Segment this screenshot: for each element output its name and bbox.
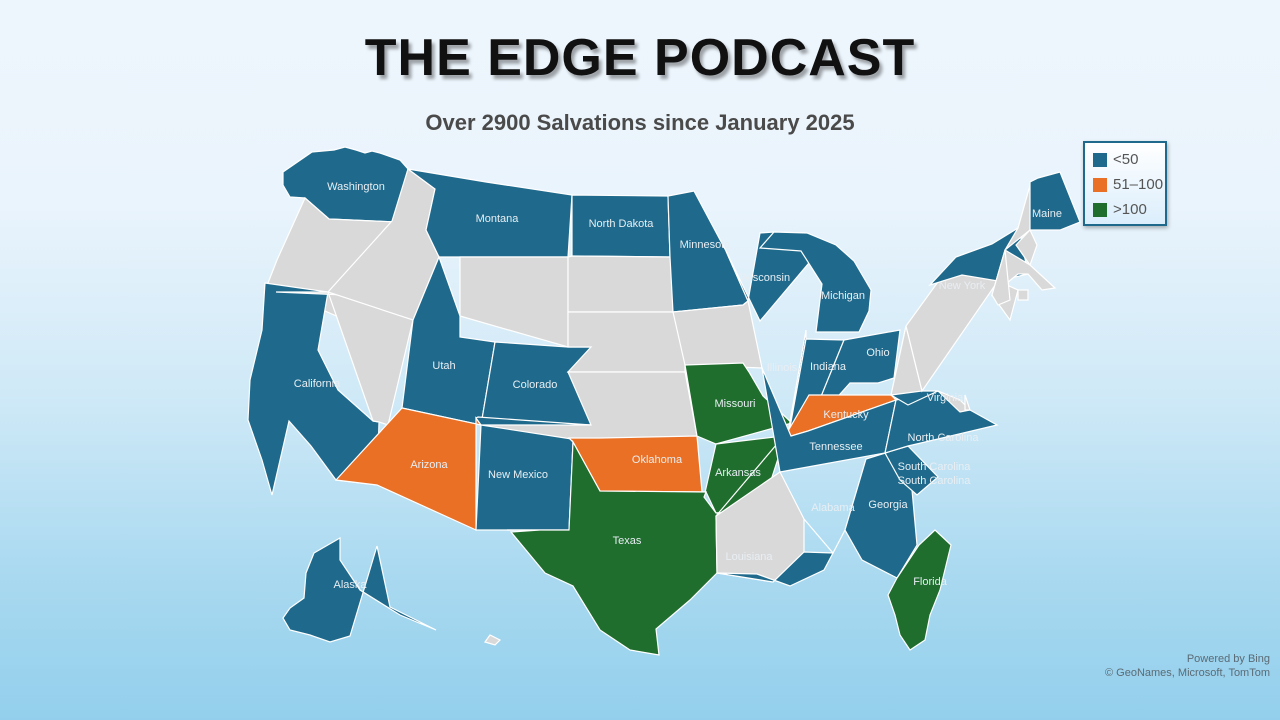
svg-text:Minnesota: Minnesota: [680, 239, 732, 251]
svg-text:Colorado: Colorado: [513, 379, 558, 391]
svg-text:Oklahoma: Oklahoma: [632, 454, 683, 466]
svg-text:Arizona: Arizona: [410, 459, 448, 471]
svg-text:Florida: Florida: [913, 576, 948, 588]
svg-text:Kentucky: Kentucky: [823, 409, 869, 421]
svg-text:Texas: Texas: [613, 535, 642, 547]
svg-text:South Carolina: South Carolina: [898, 461, 972, 473]
svg-text:Maine: Maine: [1032, 208, 1062, 220]
svg-text:New York: New York: [939, 280, 986, 292]
svg-text:Virginia: Virginia: [927, 392, 964, 404]
svg-text:Wisconsin: Wisconsin: [740, 272, 790, 284]
svg-text:Georgia: Georgia: [868, 499, 908, 511]
svg-text:Washington: Washington: [327, 181, 385, 193]
svg-text:Illinois: Illinois: [767, 362, 798, 374]
svg-text:South Carolina: South Carolina: [898, 475, 972, 487]
svg-text:Tennessee: Tennessee: [809, 441, 862, 453]
svg-text:Arkansas: Arkansas: [715, 467, 761, 479]
svg-text:New Mexico: New Mexico: [488, 469, 548, 481]
svg-text:Ohio: Ohio: [866, 347, 889, 359]
svg-text:Alabama: Alabama: [811, 502, 855, 514]
svg-text:Michigan: Michigan: [821, 290, 865, 302]
svg-text:North Carolina: North Carolina: [908, 432, 980, 444]
svg-text:Alaska: Alaska: [333, 579, 367, 591]
svg-text:Montana: Montana: [476, 213, 520, 225]
svg-text:Missouri: Missouri: [715, 398, 756, 410]
svg-text:Utah: Utah: [432, 360, 455, 372]
svg-text:California: California: [294, 378, 341, 390]
svg-text:Louisiana: Louisiana: [725, 551, 773, 563]
svg-text:North Dakota: North Dakota: [589, 218, 655, 230]
svg-text:Indiana: Indiana: [810, 361, 847, 373]
